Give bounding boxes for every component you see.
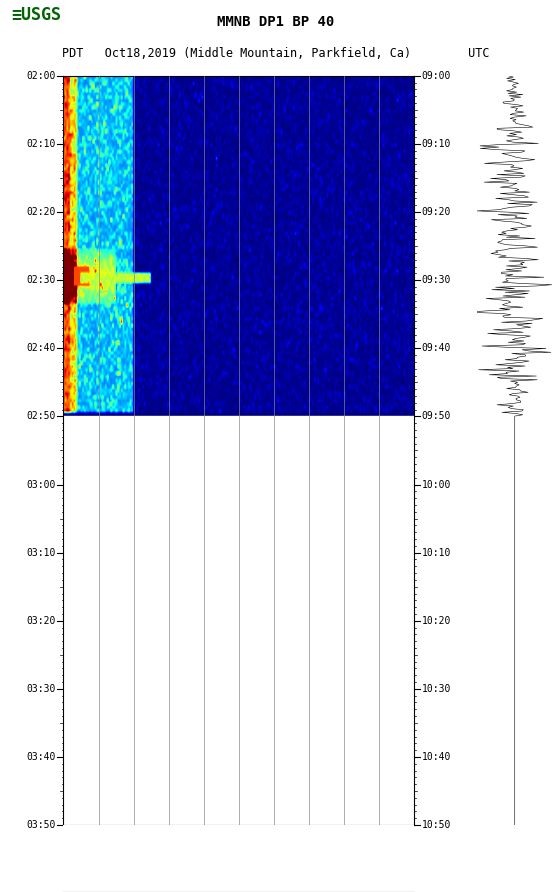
- Text: 03:50: 03:50: [26, 820, 56, 830]
- Text: 10:00: 10:00: [422, 480, 451, 490]
- Text: 03:30: 03:30: [26, 684, 56, 694]
- Text: 02:10: 02:10: [26, 139, 56, 149]
- Text: 03:10: 03:10: [26, 548, 56, 558]
- Text: 03:00: 03:00: [26, 480, 56, 490]
- Text: 02:00: 02:00: [26, 70, 56, 81]
- Text: MMNB DP1 BP 40: MMNB DP1 BP 40: [217, 15, 335, 29]
- Text: 10:30: 10:30: [422, 684, 451, 694]
- Text: 09:40: 09:40: [422, 343, 451, 353]
- Text: 02:30: 02:30: [26, 275, 56, 285]
- Text: 10:20: 10:20: [422, 615, 451, 626]
- Text: ≡USGS: ≡USGS: [11, 6, 61, 24]
- Text: 10:10: 10:10: [422, 548, 451, 558]
- Text: 03:20: 03:20: [26, 615, 56, 626]
- Text: 03:40: 03:40: [26, 752, 56, 762]
- Text: 02:50: 02:50: [26, 411, 56, 421]
- Text: 09:20: 09:20: [422, 207, 451, 217]
- Text: 09:30: 09:30: [422, 275, 451, 285]
- Text: 09:10: 09:10: [422, 139, 451, 149]
- Text: 10:50: 10:50: [422, 820, 451, 830]
- Text: 02:20: 02:20: [26, 207, 56, 217]
- Text: 09:00: 09:00: [422, 70, 451, 81]
- Text: PDT   Oct18,2019 (Middle Mountain, Parkfield, Ca)        UTC: PDT Oct18,2019 (Middle Mountain, Parkfie…: [62, 47, 490, 60]
- Text: 10:40: 10:40: [422, 752, 451, 762]
- Text: 02:40: 02:40: [26, 343, 56, 353]
- Text: 09:50: 09:50: [422, 411, 451, 421]
